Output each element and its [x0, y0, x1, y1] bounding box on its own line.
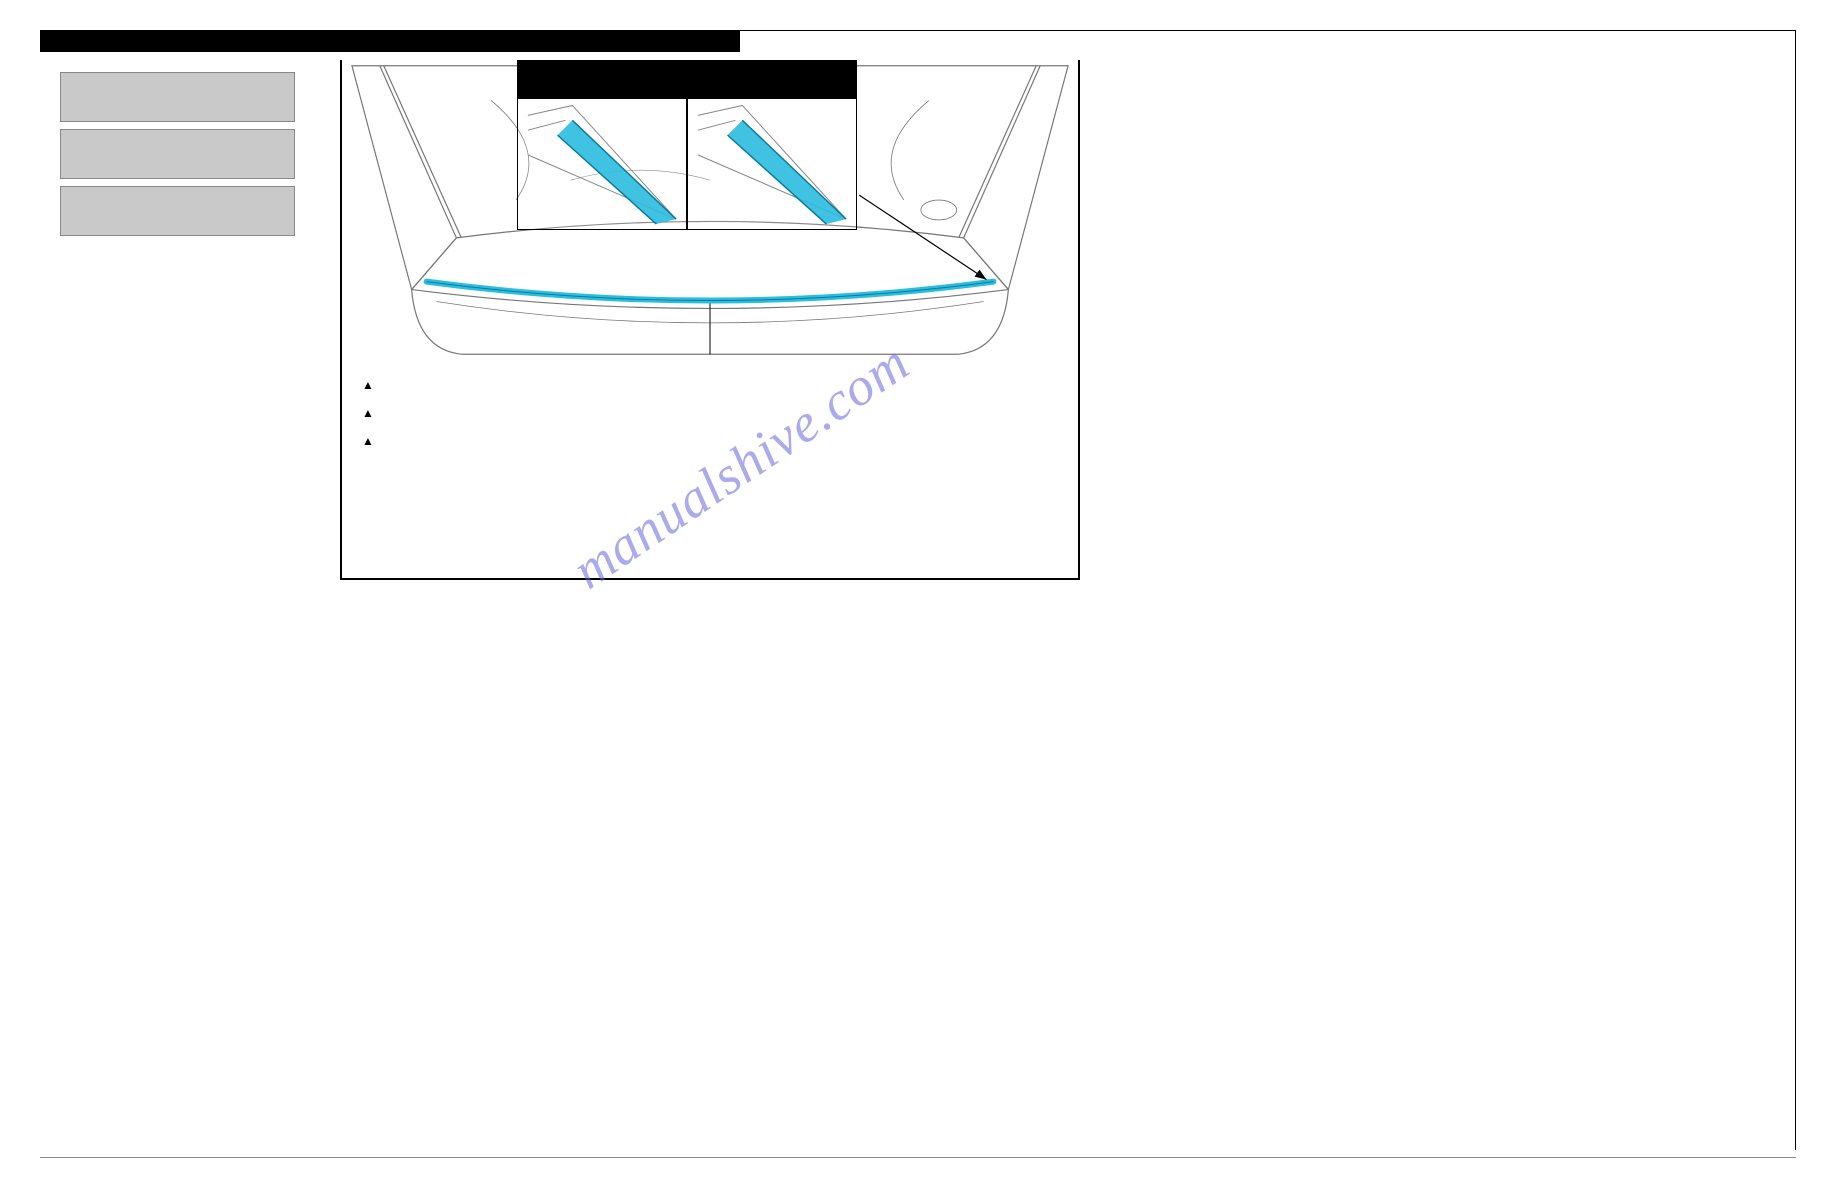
diagram-frame: ▲ ▲ ▲	[340, 60, 1080, 580]
technical-drawing	[342, 60, 1078, 360]
diagram-panel: ▲ ▲ ▲	[340, 60, 1080, 580]
note-item: ▲	[362, 406, 1058, 420]
detail-inset-a	[517, 60, 687, 230]
header-bar	[40, 30, 740, 52]
info-box	[60, 72, 295, 122]
note-item: ▲	[362, 434, 1058, 448]
triangle-marker-icon: ▲	[362, 434, 380, 448]
detail-inset-b	[687, 60, 857, 230]
info-box	[60, 186, 295, 236]
triangle-marker-icon: ▲	[362, 378, 380, 392]
note-item: ▲	[362, 378, 1058, 392]
note-list: ▲ ▲ ▲	[350, 370, 1070, 570]
sidebar-info-boxes	[60, 72, 295, 243]
footer-rule	[40, 1157, 1796, 1158]
triangle-marker-icon: ▲	[362, 406, 380, 420]
info-box	[60, 129, 295, 179]
